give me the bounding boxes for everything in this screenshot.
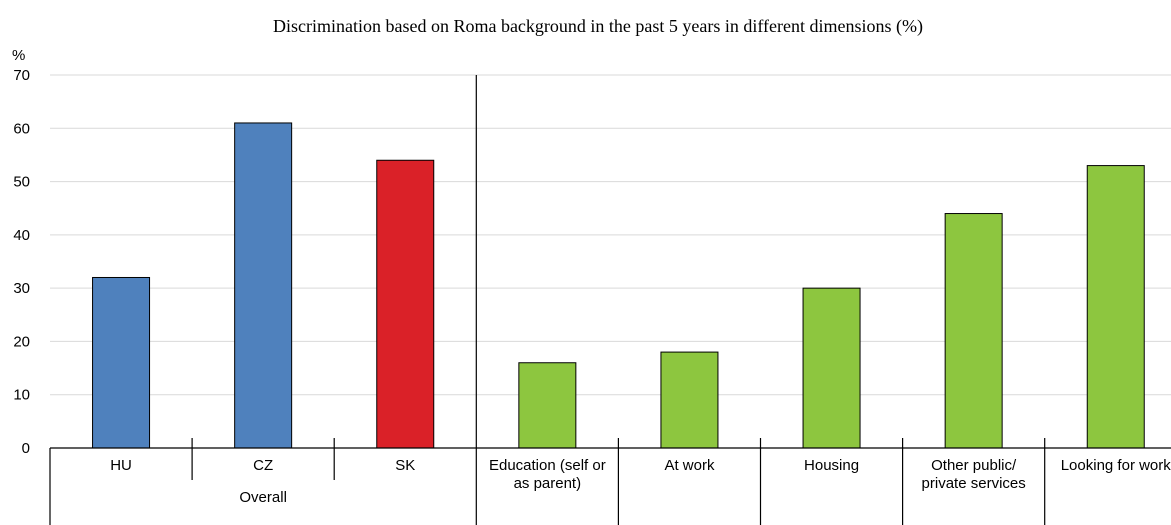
x-category-label: Other public/private services (922, 457, 1026, 492)
x-category-label: Looking for work (1061, 457, 1171, 474)
y-tick-label: 40 (13, 227, 30, 244)
y-tick-label: 30 (13, 280, 30, 297)
x-category-label: CZ (253, 457, 273, 474)
y-tick-label: 50 (13, 174, 30, 191)
y-tick-label: 20 (13, 333, 30, 350)
x-category-label: At work (664, 457, 715, 474)
bar (92, 276, 151, 449)
x-category-label: HU (110, 457, 132, 474)
axes (49, 75, 1171, 525)
bar (944, 213, 1003, 449)
bars (92, 122, 1145, 449)
y-tick-label: 10 (13, 387, 30, 404)
y-tick-label: 60 (13, 120, 30, 137)
x-group-label: Overall (239, 489, 287, 506)
bar (1086, 165, 1145, 449)
bar (234, 122, 293, 449)
y-axis-ticks: 0 10 20 30 40 50 60 70 (13, 67, 30, 457)
x-category-label: SK (395, 457, 415, 474)
y-axis-unit-label: % (12, 47, 25, 64)
bar (518, 362, 577, 449)
y-tick-label: 0 (22, 440, 30, 457)
bar (802, 287, 861, 449)
x-category-label: Housing (804, 457, 859, 474)
gridlines (50, 74, 1171, 396)
chart-title: Discrimination based on Roma background … (273, 16, 923, 37)
x-axis-categories: HU CZ SK Education (self or as parent) At wor… (110, 457, 1171, 506)
bar (660, 351, 719, 449)
y-tick-label: 70 (13, 67, 30, 84)
bar (376, 159, 435, 449)
x-category-label: Education (self or as parent) (489, 457, 606, 492)
